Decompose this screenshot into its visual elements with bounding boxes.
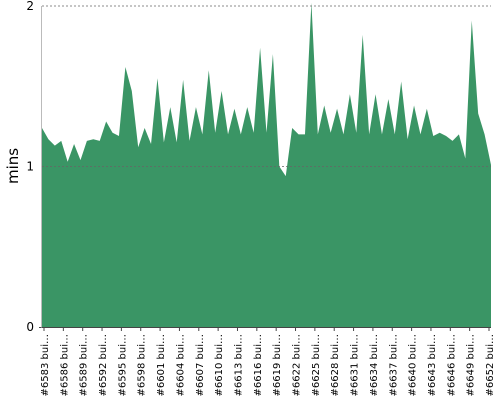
x-tick-labels: #6583 bui… #6586 bui… #6589 bui… #6592 bui……	[40, 327, 496, 396]
x-tick-label: #6625 bui…	[311, 334, 322, 396]
x-tick-label: #6601 bui…	[156, 334, 167, 396]
x-tick-label: #6598 bui…	[137, 334, 148, 396]
x-tick-label: #6628 bui…	[330, 334, 341, 396]
y-tick-label: 2	[26, 0, 34, 13]
x-tick-label: #6634 bui…	[369, 334, 380, 396]
x-tick-label: #6610 bui…	[214, 334, 225, 396]
y-tick-label: 1	[26, 160, 34, 174]
x-tick-label: #6646 bui…	[446, 334, 457, 396]
x-tick-label: #6586 bui…	[59, 334, 70, 396]
x-tick-label: #6604 bui…	[175, 334, 186, 396]
x-tick-label: #6607 bui…	[195, 334, 206, 396]
x-tick-label: #6652 bui…	[485, 334, 496, 396]
x-tick-label: #6589 bui…	[79, 334, 90, 396]
x-tick-label: #6619 bui…	[272, 334, 283, 396]
x-tick-label: #6640 bui…	[408, 334, 419, 396]
x-tick-label: #6616 bui…	[253, 334, 264, 396]
x-tick-label: #6613 bui…	[233, 334, 244, 396]
x-tick-label: #6583 bui…	[40, 334, 51, 396]
y-axis-label: mins	[4, 148, 22, 184]
x-tick-label: #6595 bui…	[117, 334, 128, 396]
x-tick-label: #6592 bui…	[98, 334, 109, 396]
x-tick-label: #6631 bui…	[350, 334, 361, 396]
x-tick-label: #6622 bui…	[292, 334, 303, 396]
plot-area: 0 1 2 #6583 bui… #6586 bui… #6589 bui… #6592 …	[26, 0, 496, 396]
x-tick-label: #6643 bui…	[427, 334, 438, 396]
x-tick-label: #6649 bui…	[466, 334, 477, 396]
x-tick-label: #6637 bui…	[388, 334, 399, 396]
gridlines	[42, 5, 491, 167]
y-tick-labels: 0 1 2	[26, 0, 34, 334]
y-tick-label: 0	[26, 320, 34, 334]
area-series	[42, 2, 491, 327]
